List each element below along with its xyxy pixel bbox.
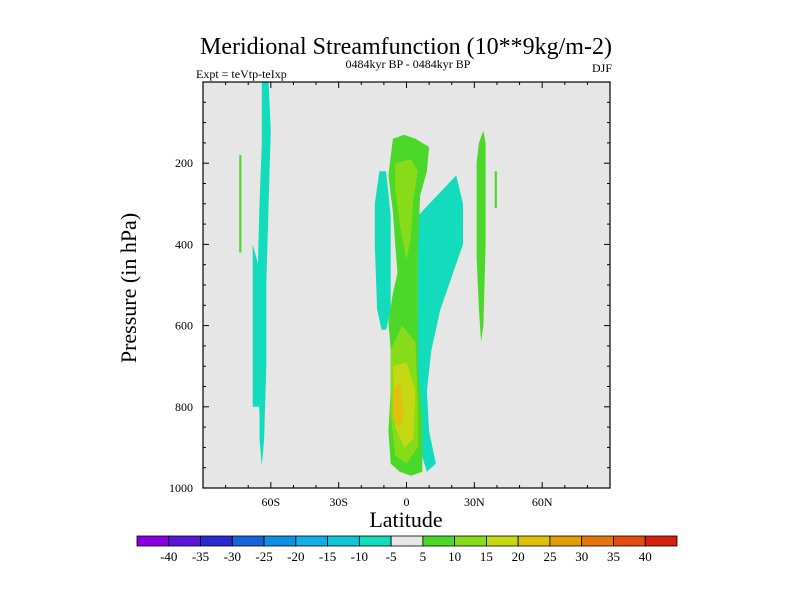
colorbar-label: 40 bbox=[639, 549, 652, 564]
colorbar-box bbox=[390, 535, 424, 547]
colorbar-box bbox=[358, 535, 392, 547]
plot-area bbox=[203, 82, 610, 488]
y-tick-label: 1000 bbox=[169, 481, 193, 495]
x-tick-label: 0 bbox=[404, 495, 410, 509]
contour-pos-40N-sliver bbox=[494, 171, 497, 208]
colorbar-label: -15 bbox=[319, 549, 336, 564]
colorbar-label: -25 bbox=[255, 549, 272, 564]
colorbar-box bbox=[136, 535, 170, 547]
colorbar-label: -30 bbox=[224, 549, 241, 564]
contour-pos-eq-core-lower-2 bbox=[392, 362, 416, 448]
colorbar-box bbox=[644, 535, 678, 547]
colorbar-box bbox=[168, 535, 201, 547]
colorbar-box bbox=[200, 535, 233, 547]
contour-pos-75S-sliver bbox=[239, 155, 242, 253]
colorbar-box bbox=[263, 535, 297, 547]
y-tick-label: 800 bbox=[175, 400, 193, 414]
colorbar-label: 25 bbox=[543, 549, 556, 564]
y-tick-label: 600 bbox=[175, 319, 193, 333]
y-tick-label: 200 bbox=[175, 156, 193, 170]
contour-pos-30N-strip bbox=[476, 130, 486, 342]
colorbar: -40 -35 -30 -25 -20 -15 -10 -5 5 10 15 20 25 30 35 40 bbox=[136, 535, 678, 564]
chart-title: Meridional Streamfunction (10**9kg/m-2) bbox=[200, 34, 612, 60]
colorbar-box bbox=[231, 535, 265, 547]
x-tick-label: 30N bbox=[464, 495, 485, 509]
y-tick-label: 400 bbox=[175, 237, 193, 251]
colorbar-label: -40 bbox=[160, 549, 177, 564]
colorbar-label: -35 bbox=[192, 549, 209, 564]
colorbar-label: -5 bbox=[386, 549, 397, 564]
colorbar-box bbox=[517, 535, 551, 547]
subtitle-right: DJF bbox=[592, 61, 612, 75]
colorbar-label: 30 bbox=[575, 549, 588, 564]
subtitle-center: 0484kyr BP - 0484kyr BP bbox=[346, 57, 471, 71]
x-tick-label: 60S bbox=[261, 495, 280, 509]
subtitle-left: Expt = teVtp-teIxp bbox=[196, 67, 287, 81]
x-tick-label: 60N bbox=[532, 495, 553, 509]
colorbar-box bbox=[327, 535, 360, 547]
contour-neg-65S-lower bbox=[252, 244, 260, 407]
chart-text: Meridional Streamfunction (10**9kg/m-2) … bbox=[116, 34, 612, 532]
colorbar-box bbox=[422, 535, 456, 547]
colorbar-label: 20 bbox=[512, 549, 525, 564]
colorbar-box bbox=[295, 535, 328, 547]
colorbar-label: 5 bbox=[420, 549, 427, 564]
colorbar-box bbox=[486, 535, 519, 547]
contour-pos-eq-core-lower-3 bbox=[392, 382, 405, 428]
colorbar-label: -20 bbox=[287, 549, 304, 564]
contour-neg-15S-upper bbox=[374, 171, 391, 330]
x-tick-label: 30S bbox=[329, 495, 348, 509]
colorbar-label: 10 bbox=[448, 549, 461, 564]
colorbar-box bbox=[454, 535, 487, 547]
colorbar-label: 35 bbox=[607, 549, 620, 564]
contour-regions bbox=[239, 82, 497, 476]
x-axis-label: Latitude bbox=[369, 507, 442, 532]
contour-neg-eq-to-25N bbox=[415, 175, 463, 472]
colorbar-box bbox=[549, 535, 583, 547]
colorbar-box bbox=[613, 535, 646, 547]
colorbar-box bbox=[581, 535, 614, 547]
y-axis-label: Pressure (in hPa) bbox=[116, 213, 141, 363]
axes: 60S 30S 0 30N 60N 200 400 600 800 1000 bbox=[169, 81, 611, 509]
contour-neg-70S-strip bbox=[257, 82, 271, 466]
contour-pos-eq-core-upper bbox=[395, 159, 418, 261]
colorbar-label: 15 bbox=[480, 549, 493, 564]
colorbar-label: -10 bbox=[351, 549, 368, 564]
